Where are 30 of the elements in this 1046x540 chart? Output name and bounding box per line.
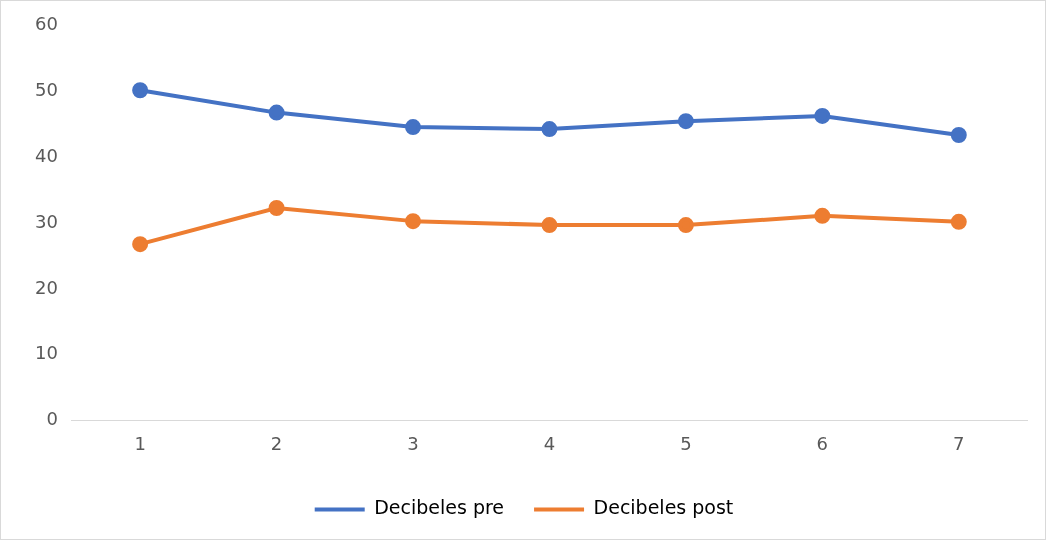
legend-label: Decibeles pre (374, 496, 505, 519)
y-tick-label: 30 (35, 210, 58, 232)
point (950, 126, 967, 143)
x-tick-label: 1 (134, 432, 146, 454)
point (132, 236, 149, 253)
point (677, 113, 694, 130)
point (268, 199, 285, 216)
point (268, 104, 285, 121)
point (814, 107, 831, 124)
x-tick-label: 7 (953, 432, 965, 454)
x-tick-label: 2 (270, 432, 283, 454)
point (677, 217, 694, 234)
legend-label: Decibeles post (593, 496, 734, 519)
point (814, 207, 831, 224)
point (405, 119, 422, 136)
y-tick-label: 10 (35, 342, 58, 364)
point (132, 82, 149, 99)
x-tick-label: 3 (407, 432, 419, 454)
y-tick-label: 20 (35, 276, 58, 298)
point (541, 121, 558, 138)
y-tick-label: 40 (35, 145, 58, 167)
x-tick-label: 4 (543, 432, 556, 454)
point (950, 213, 967, 230)
x-tick-label: 6 (816, 432, 829, 454)
y-tick-label: 50 (35, 79, 58, 101)
y-tick-label: 60 (35, 13, 58, 35)
x-tick-label: 5 (680, 432, 692, 454)
y-tick-label: 0 (46, 408, 58, 430)
point (405, 213, 422, 230)
point (541, 217, 558, 234)
